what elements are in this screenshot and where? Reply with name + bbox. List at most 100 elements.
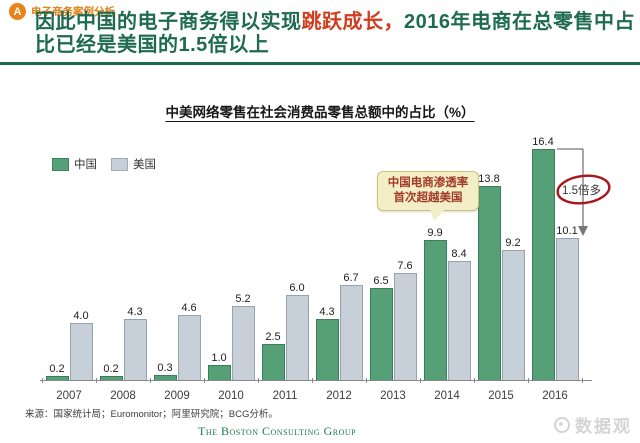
bar-group-2015: 13.8 9.2 2015 [474, 132, 528, 402]
value-label-美国-2015: 9.2 [505, 237, 521, 250]
bar-美国-2007 [69, 323, 93, 380]
axis-tick [366, 378, 367, 383]
axis-tick [150, 378, 151, 383]
bar-column: 4.3 [315, 306, 339, 380]
bar-group-2013: 6.5 7.6 2013 [366, 132, 420, 402]
source-note: 来源：国家统计局；Euromonitor；阿里研究院；BCG分析。 [25, 409, 278, 420]
bar-中国-2014 [423, 240, 447, 380]
bar-group-2016: 16.4 10.1 2016 [528, 132, 582, 402]
section-badge: A [9, 3, 26, 20]
bar-column: 0.2 [45, 363, 69, 380]
title-text-pre: 因此中国的电子商务得以实现 [35, 11, 302, 33]
value-label-中国-2015: 13.8 [478, 172, 500, 185]
bar-column: 16.4 [531, 136, 555, 380]
bar-column: 9.2 [501, 237, 525, 380]
chart-legend: 中国 美国 [52, 156, 170, 172]
value-label-美国-2014: 8.4 [451, 248, 467, 261]
bar-中国-2010 [207, 365, 231, 380]
watermark: 数据观 [554, 412, 632, 437]
value-label-美国-2008: 4.3 [127, 305, 143, 318]
bar-中国-2011 [261, 344, 285, 380]
x-tick-label-2013: 2013 [380, 390, 406, 402]
bar-group-2008: 0.2 4.3 2008 [96, 132, 150, 402]
bar-column: 4.6 [177, 302, 201, 380]
bar-美国-2015 [501, 250, 525, 380]
legend-swatch-china [52, 157, 69, 171]
bar-中国-2008 [99, 376, 123, 380]
value-label-中国-2010: 1.0 [211, 352, 227, 364]
bar-group-2007: 0.2 4.0 2007 [42, 132, 96, 402]
x-tick-label-2012: 2012 [326, 390, 352, 402]
bar-column: 13.8 [477, 172, 501, 380]
x-tick-label-2007: 2007 [56, 390, 82, 402]
bar-美国-2010 [231, 306, 255, 380]
watermark-logo-icon [554, 416, 570, 433]
callout-tail-icon [430, 209, 445, 221]
title-divider [0, 62, 640, 65]
bar-pair-2010: 1.0 5.2 [207, 293, 255, 380]
x-tick-label-2008: 2008 [110, 390, 136, 402]
bar-pair-2015: 13.8 9.2 [477, 172, 525, 380]
bar-column: 8.4 [447, 248, 471, 380]
bar-column: 10.1 [555, 224, 579, 380]
bar-pair-2011: 2.5 6.0 [261, 282, 309, 380]
bar-pair-2008: 0.2 4.3 [99, 305, 147, 380]
bar-美国-2016 [555, 237, 579, 380]
x-tick-label-2014: 2014 [434, 390, 460, 402]
slide-title: 因此中国的电子商务得以实现跳跃成长，2016年电商在总零售中占比已经是美国的1.… [35, 11, 637, 57]
value-label-中国-2009: 0.3 [157, 361, 173, 374]
value-label-美国-2016: 10.1 [556, 224, 578, 237]
bar-中国-2012 [315, 318, 339, 380]
bar-group-2009: 0.3 4.6 2009 [150, 132, 204, 402]
bar-美国-2014 [447, 261, 471, 380]
value-label-中国-2008: 0.2 [103, 363, 119, 376]
axis-tick [474, 378, 475, 383]
bar-column: 4.0 [69, 310, 93, 380]
watermark-text: 数据观 [575, 417, 632, 436]
bar-中国-2007 [45, 376, 69, 380]
annotation-callout-text: 中国电商渗透率 首次超越美国 [387, 177, 469, 204]
axis-tick [96, 378, 97, 383]
axis-tick [528, 378, 529, 383]
bar-group-2012: 4.3 6.7 2012 [312, 132, 366, 402]
axis-tick [204, 378, 205, 383]
bar-column: 6.7 [339, 272, 363, 380]
section-category-label: 电子商务案例分析 [31, 6, 115, 18]
bar-美国-2011 [285, 295, 309, 380]
bar-中国-2009 [153, 374, 177, 380]
legend-label-usa: 美国 [133, 159, 156, 171]
value-label-美国-2011: 6.0 [289, 282, 305, 294]
title-highlight: 跳跃成长， [301, 11, 404, 33]
value-label-中国-2016: 16.4 [532, 136, 554, 149]
value-label-美国-2007: 4.0 [73, 310, 89, 322]
x-axis [40, 378, 592, 383]
bar-pair-2009: 0.3 4.6 [153, 302, 201, 380]
bar-column: 2.5 [261, 331, 285, 380]
comparison-arrow-icon [556, 148, 611, 236]
bar-column: 6.0 [285, 282, 309, 380]
bar-中国-2016 [531, 149, 555, 380]
bar-column: 9.9 [423, 227, 447, 380]
value-label-中国-2007: 0.2 [49, 363, 65, 376]
legend-label-china: 中国 [74, 159, 97, 171]
value-label-中国-2013: 6.5 [373, 275, 389, 287]
x-tick-label-2011: 2011 [272, 390, 298, 402]
axis-tick [258, 378, 259, 383]
axis-tick [582, 378, 583, 383]
bar-column: 1.0 [207, 352, 231, 380]
title-text-post: 2016年电商在总零售中占比已经是美国的1.5倍以上 [35, 11, 635, 56]
bar-group-2011: 2.5 6.0 2011 [258, 132, 312, 402]
x-tick-label-2016: 2016 [542, 390, 568, 402]
bar-中国-2013 [369, 288, 393, 380]
value-label-中国-2011: 2.5 [265, 331, 281, 343]
bar-美国-2013 [393, 272, 417, 380]
x-tick-label-2015: 2015 [488, 390, 514, 402]
bar-pair-2012: 4.3 6.7 [315, 272, 363, 380]
axis-tick [420, 378, 421, 383]
bar-美国-2009 [177, 314, 201, 380]
x-tick-label-2010: 2010 [218, 390, 244, 402]
ratio-label: 1.5倍多 [562, 185, 601, 197]
bar-group-2010: 1.0 5.2 2010 [204, 132, 258, 402]
bar-pair-2014: 9.9 8.4 [423, 227, 471, 380]
